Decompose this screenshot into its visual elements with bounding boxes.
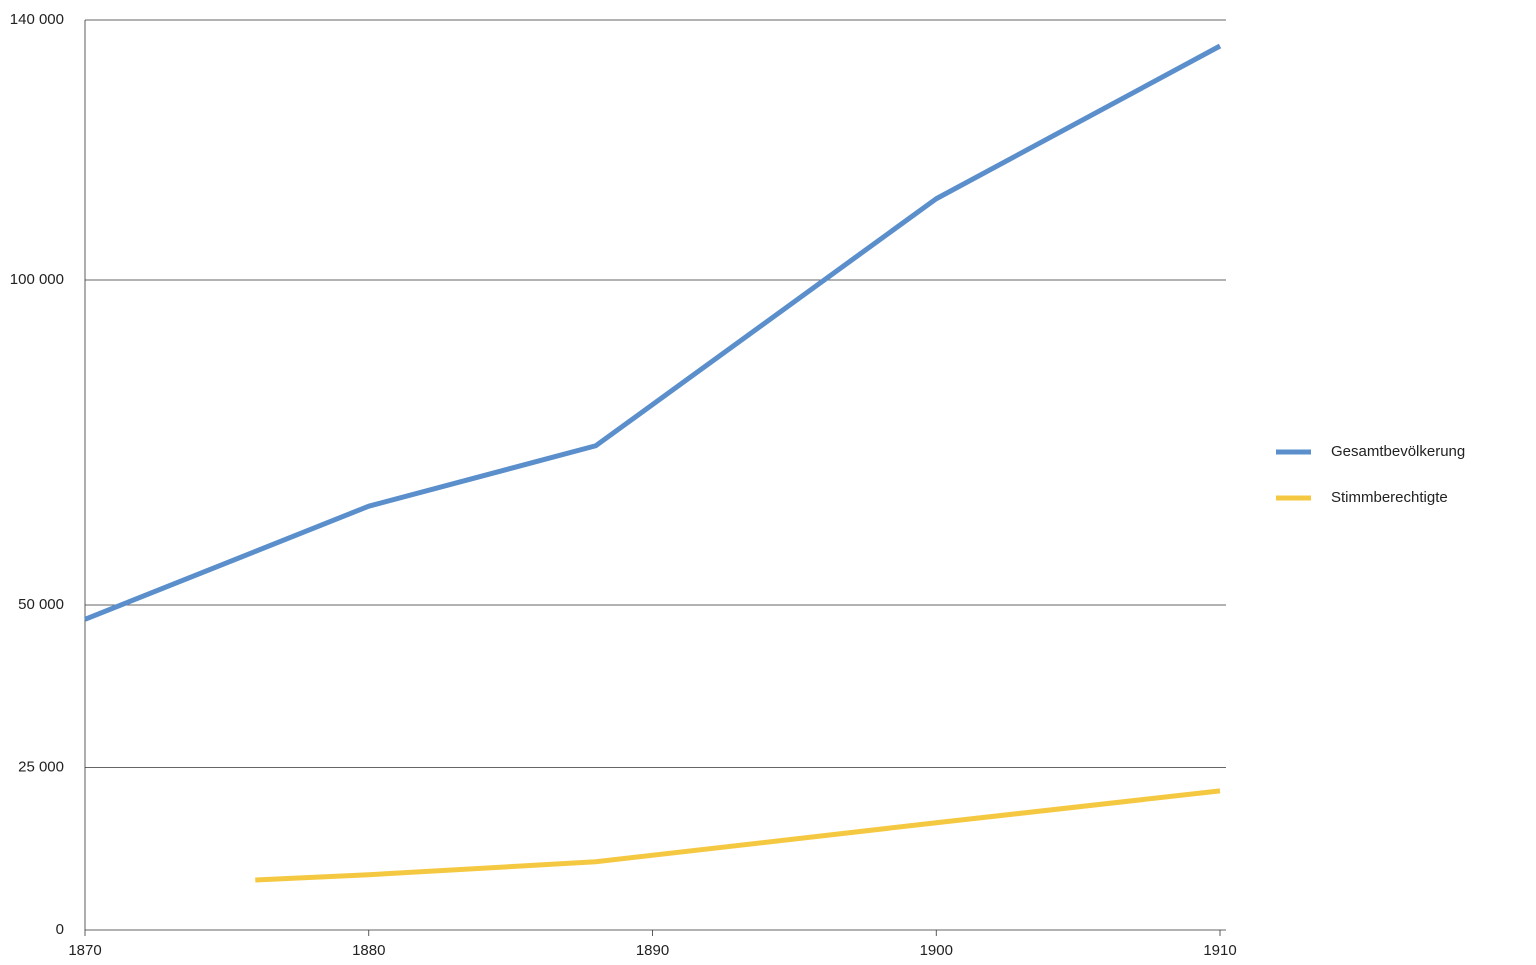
x-tick-label: 1880 bbox=[352, 942, 385, 959]
x-tick-label: 1870 bbox=[68, 942, 101, 959]
series-line bbox=[255, 788, 1221, 883]
y-tick-label: 140 000 bbox=[10, 11, 64, 28]
x-tick-label: 1910 bbox=[1203, 942, 1236, 959]
legend-label: Stimmberechtigte bbox=[1331, 489, 1448, 506]
x-tick-label: 1890 bbox=[636, 942, 669, 959]
legend-label: Gesamtbevölkerung bbox=[1331, 443, 1465, 460]
series-line bbox=[84, 43, 1222, 622]
x-tick-label: 1900 bbox=[920, 942, 953, 959]
y-tick-label: 50 000 bbox=[18, 596, 64, 613]
y-tick-label: 25 000 bbox=[18, 758, 64, 775]
y-tick-label: 0 bbox=[56, 921, 64, 938]
y-tick-label: 100 000 bbox=[10, 271, 64, 288]
